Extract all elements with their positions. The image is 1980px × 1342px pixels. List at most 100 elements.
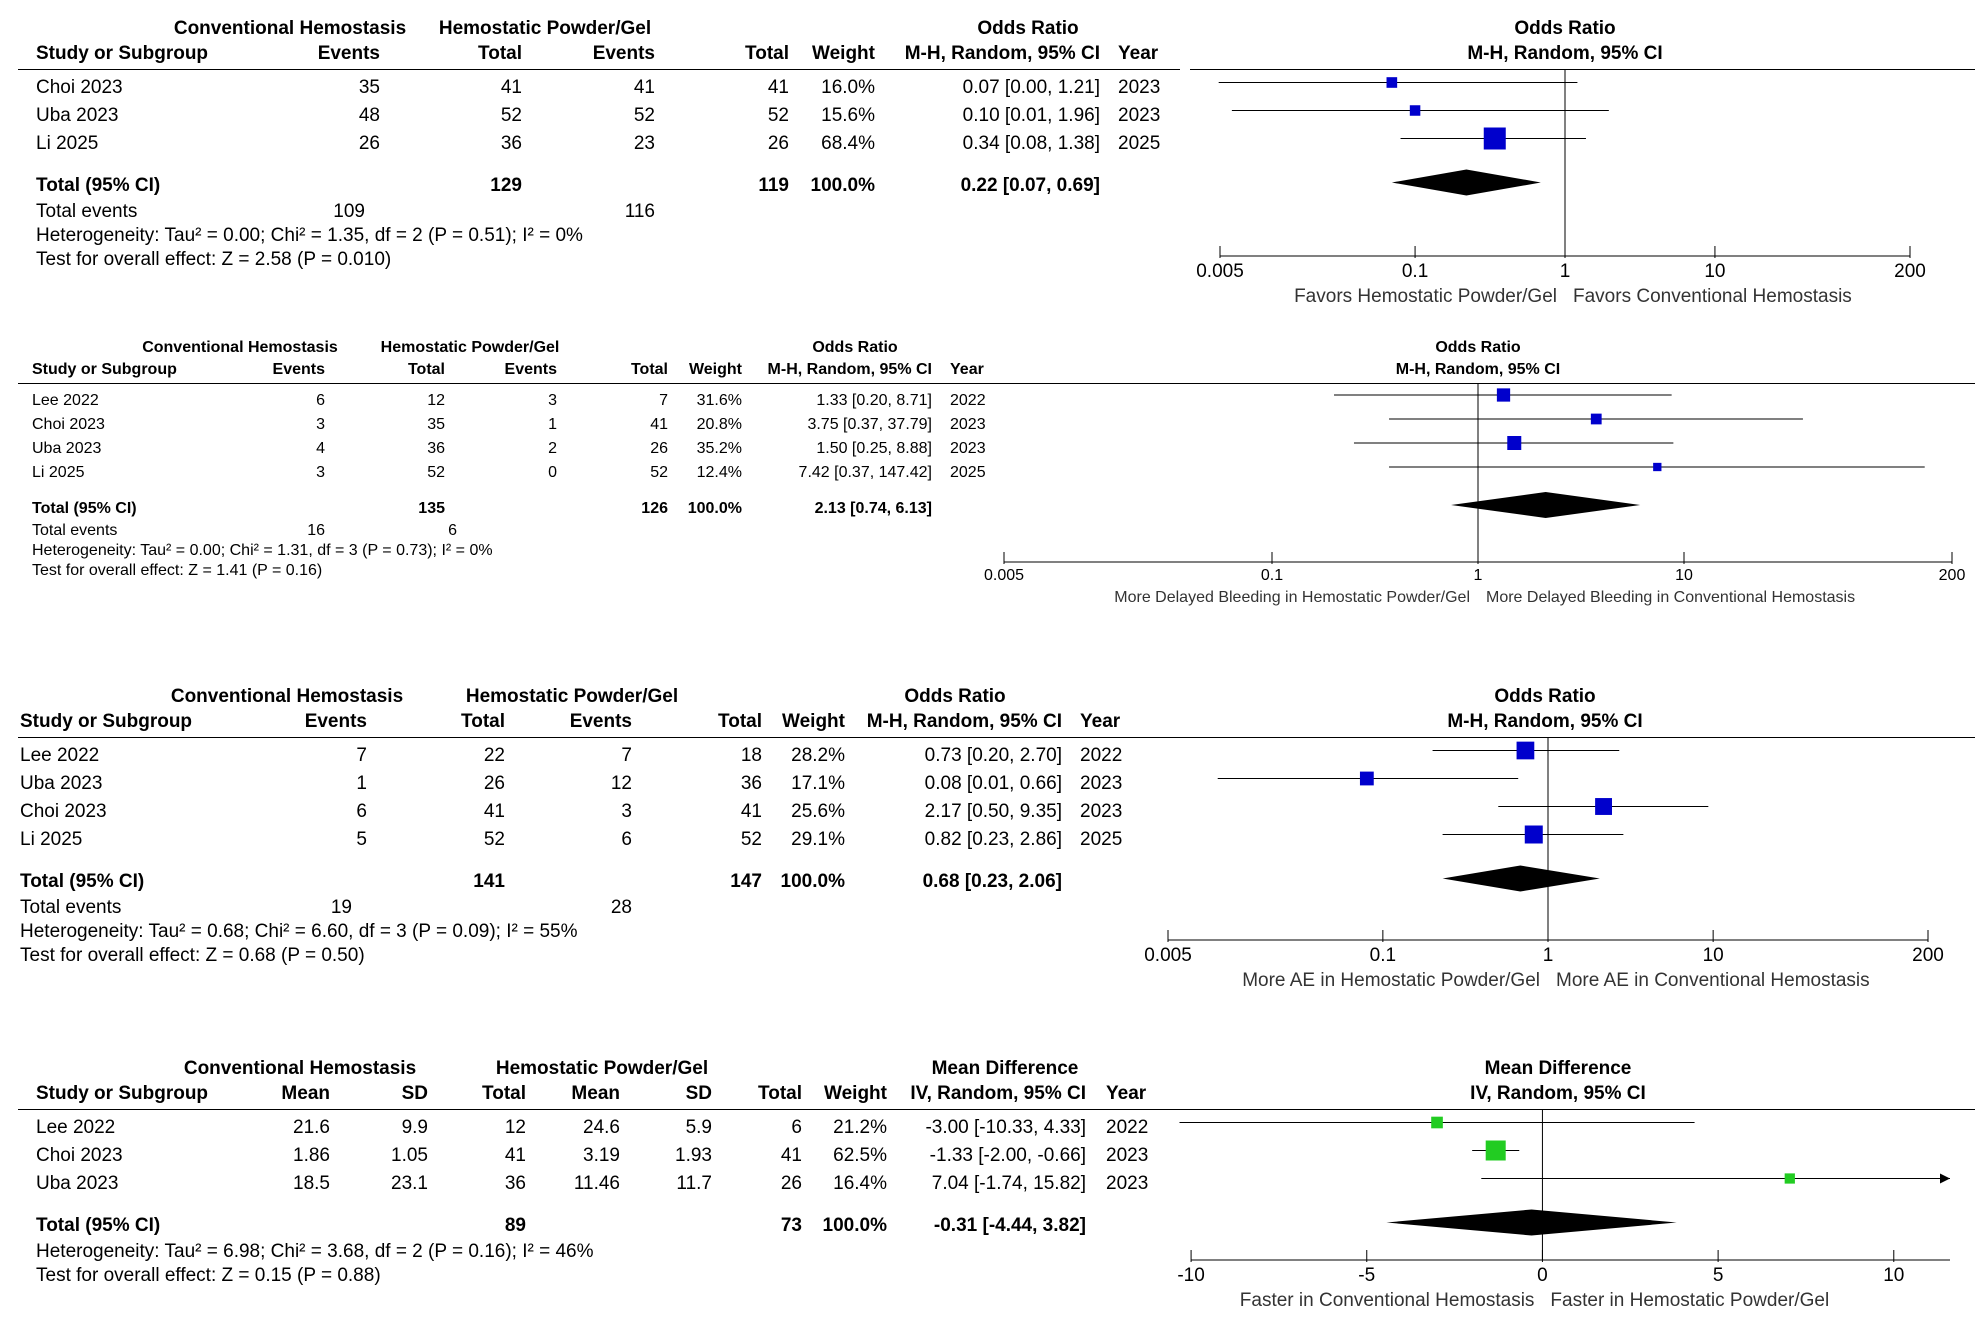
column-header: Weight	[688, 361, 742, 378]
group2-header: Hemostatic Powder/Gel	[465, 686, 679, 707]
total-group2-n: 126	[641, 500, 668, 517]
measure-header: Odds Ratio	[977, 18, 1079, 39]
column-header: Study or Subgroup	[36, 43, 209, 64]
heterogeneity-text: Heterogeneity: Tau² = 0.68; Chi² = 6.60,…	[20, 921, 578, 942]
column-header: M-H, Random, 95% CI	[767, 361, 932, 378]
study-weight-square	[1386, 77, 1398, 88]
ci-overflow-arrow	[1940, 1173, 1950, 1184]
x-tick-label: 1	[1474, 567, 1483, 584]
total-label: Total (95% CI)	[36, 1215, 161, 1236]
column-header: Year	[1106, 1083, 1147, 1104]
group1-header: Conventional Hemostasis	[173, 18, 407, 39]
favors-left-label: Faster in Conventional Hemostasis	[1240, 1290, 1535, 1311]
study-ci: 0.34 [0.08, 1.38]	[962, 133, 1100, 154]
study-weight-square	[1590, 413, 1602, 425]
group2-value: 24.6	[583, 1117, 620, 1138]
study-weight: 62.5%	[833, 1145, 887, 1166]
group2-value: 26	[780, 1173, 802, 1194]
study-name: Lee 2022	[36, 1117, 116, 1138]
column-header: Total	[407, 361, 445, 378]
x-tick-label: 10	[1703, 945, 1724, 966]
group2-value: 26	[767, 133, 789, 154]
study-name: Choi 2023	[36, 77, 123, 98]
total-group2-n: 73	[780, 1215, 802, 1236]
column-header: Mean	[571, 1083, 620, 1104]
favors-left-label: Favors Hemostatic Powder/Gel	[1294, 286, 1557, 307]
total-weight: 100.0%	[810, 175, 875, 196]
group2-value: 7	[659, 392, 668, 409]
study-year: 2023	[950, 416, 986, 433]
study-ci: 7.04 [-1.74, 15.82]	[931, 1173, 1086, 1194]
column-header: Weight	[812, 43, 875, 64]
study-weight-square	[1784, 1173, 1795, 1184]
group1-value: 48	[358, 105, 380, 126]
total-events-group1: 109	[333, 201, 365, 222]
study-weight: 68.4%	[821, 133, 875, 154]
group2-value: 41	[740, 801, 762, 822]
column-header: Total	[482, 1083, 526, 1104]
study-name: Lee 2022	[32, 392, 99, 409]
group1-value: 41	[483, 801, 505, 822]
overall-effect-text: Test for overall effect: Z = 0.68 (P = 0…	[20, 945, 365, 966]
column-header: Total	[745, 43, 789, 64]
total-group1-n: 89	[504, 1215, 526, 1236]
x-tick-label: 0.005	[984, 567, 1024, 584]
group2-value: 3.19	[583, 1145, 620, 1166]
study-name: Lee 2022	[20, 745, 100, 766]
group1-value: 23.1	[391, 1173, 428, 1194]
plot-measure-header: Odds Ratio	[1514, 18, 1616, 39]
header-rule	[18, 383, 1000, 384]
group2-value: 36	[740, 773, 762, 794]
plot-method-header: M-H, Random, 95% CI	[1395, 361, 1561, 378]
group1-value: 26	[483, 773, 505, 794]
column-header: Study or Subgroup	[32, 361, 177, 378]
column-header: Events	[592, 43, 655, 64]
column-header: Study or Subgroup	[36, 1083, 209, 1104]
group1-value: 52	[500, 105, 522, 126]
x-tick-label: 5	[1713, 1265, 1724, 1286]
favors-right-label: Faster in Hemostatic Powder/Gel	[1550, 1290, 1829, 1311]
study-name: Choi 2023	[32, 416, 105, 433]
study-year: 2022	[950, 392, 986, 409]
group2-value: 6	[621, 829, 632, 850]
total-weight: 100.0%	[780, 871, 845, 892]
plot-header-rule	[1190, 69, 1975, 70]
group1-value: 3	[316, 416, 325, 433]
study-year: 2023	[1080, 801, 1123, 822]
total-ci: -0.31 [-4.44, 3.82]	[933, 1215, 1086, 1236]
heterogeneity-text: Heterogeneity: Tau² = 0.00; Chi² = 1.31,…	[32, 542, 493, 559]
group2-value: 1	[548, 416, 557, 433]
x-tick-label: 10	[1883, 1265, 1904, 1286]
study-weight: 25.6%	[791, 801, 845, 822]
total-events-group1: 19	[330, 897, 352, 918]
measure-header: Mean Difference	[931, 1058, 1079, 1079]
group2-header: Hemostatic Powder/Gel	[495, 1058, 709, 1079]
plot-method-header: M-H, Random, 95% CI	[1467, 43, 1663, 64]
column-header: Events	[317, 43, 380, 64]
study-year: 2025	[950, 464, 986, 481]
group2-value: 52	[633, 105, 655, 126]
group1-value: 52	[427, 464, 445, 481]
group1-value: 4	[316, 440, 325, 457]
column-header: Total	[461, 711, 505, 732]
study-year: 2023	[1080, 773, 1123, 794]
x-tick-label: 1	[1543, 945, 1554, 966]
total-events-label: Total events	[20, 897, 122, 918]
study-weight-square	[1409, 105, 1421, 116]
favors-right-label: Favors Conventional Hemostasis	[1573, 286, 1852, 307]
study-weight-square	[1485, 1140, 1506, 1161]
group1-value: 36	[427, 440, 445, 457]
study-year: 2023	[1118, 105, 1161, 126]
x-tick-label: 0	[1537, 1265, 1548, 1286]
study-year: 2023	[1118, 77, 1161, 98]
column-header: Events	[304, 711, 367, 732]
column-header: Weight	[782, 711, 845, 732]
x-tick-label: -10	[1177, 1265, 1204, 1286]
column-header: IV, Random, 95% CI	[910, 1083, 1086, 1104]
group1-value: 18.5	[293, 1173, 330, 1194]
study-name: Uba 2023	[32, 440, 102, 457]
study-weight-square	[1359, 771, 1374, 786]
pooled-effect-diamond	[1451, 492, 1641, 518]
